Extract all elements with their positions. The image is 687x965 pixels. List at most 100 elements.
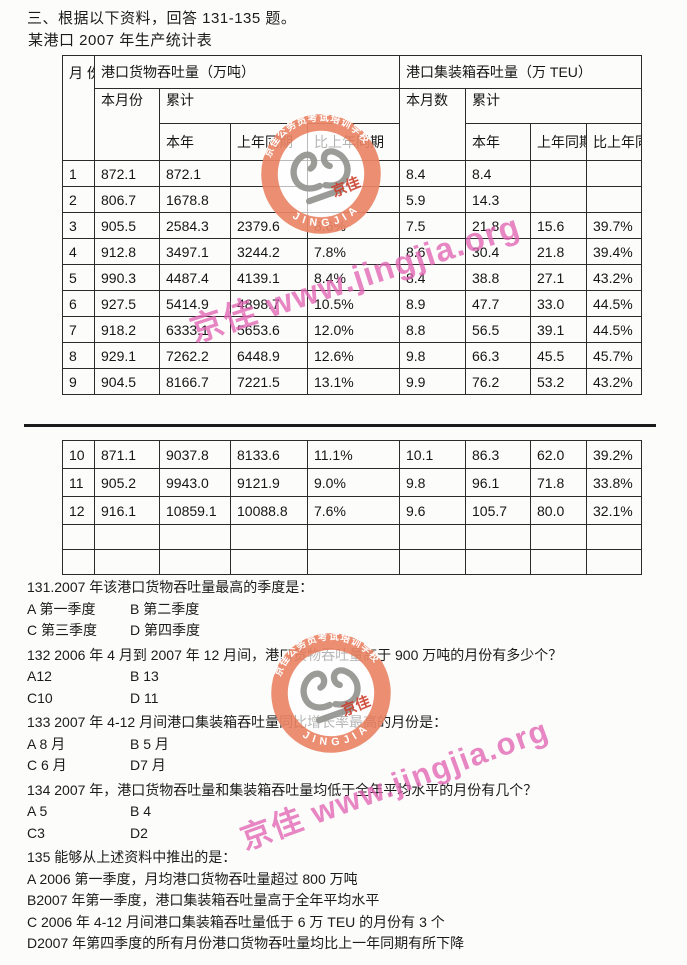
table-cell	[159, 549, 231, 575]
table-cell: 9121.9	[230, 468, 308, 497]
table-cell: 39.7%	[585, 212, 643, 239]
table-cell: 8.4	[399, 264, 466, 291]
table-cell: 32.1%	[586, 496, 642, 525]
table-cell: 14.3	[465, 186, 531, 213]
table-cell: 12.6%	[307, 342, 400, 369]
table-header-row: 月 份 港口货物吞吐量（万吨） 港口集装箱吞吐量（万 TEU）	[62, 55, 643, 161]
table-cell: 6448.9	[230, 342, 308, 369]
question-stem: 131.2007 年该港口货物吞吐量最高的季度是：	[27, 579, 314, 595]
table-cell	[399, 524, 466, 550]
option-label: C 2006 年 4-12 月间港口集装箱吞吐量低于 6 万 TEU 的月份有 …	[27, 913, 445, 930]
table-cell: 6	[62, 290, 95, 317]
table-cell: 4	[62, 238, 95, 265]
table-cell: 62.0	[530, 440, 587, 469]
table-cell: 10088.8	[230, 496, 308, 525]
table-cell: 912.8	[94, 238, 160, 265]
question-block: 131.2007 年该港口货物吞吐量最高的季度是： A 第一季度 B 第二季度 C 第…	[27, 577, 672, 642]
question-stem: 132 2006 年 4 月到 2007 年 12 月间，港口货物吞吐量高于 9…	[27, 646, 563, 663]
table-header-row: 本月份 累计 本月数 累计	[63, 88, 643, 161]
table-cell: 5	[62, 264, 95, 291]
section-heading: 三、根据以下资料，回答 131-135 题。	[27, 10, 297, 27]
separator-rule	[24, 424, 656, 427]
option-row: C 6 月 D7 月	[27, 755, 672, 777]
table-cell: 44.5%	[585, 290, 643, 317]
table-cell: 1678.8	[159, 186, 231, 213]
option-row: A 5 B 4	[27, 801, 672, 823]
table-title: 某港口 2007 年生产统计表	[28, 32, 213, 49]
table-cell: 990.3	[94, 264, 160, 291]
questions-section: 131.2007 年该港口货物吞吐量最高的季度是： A 第一季度 B 第二季度 C 第…	[27, 577, 672, 955]
question-block: 134 2007 年，港口货物吞吐量和集装箱吞吐量均低于全年平均水平的月份有几个…	[27, 780, 672, 845]
table-cell: 105.7	[465, 496, 531, 525]
table-cell: 3244.2	[230, 238, 308, 265]
header-cargo-cumulative: 累计	[159, 88, 400, 124]
table-cell: 10859.1	[159, 496, 231, 525]
table-cell: 30.4	[465, 238, 531, 265]
table-cell: 872.1	[94, 160, 160, 187]
question-block: 133 2007 年 4-12 月间港口集装箱吞吐量同比增长率最高的月份是： A …	[27, 712, 672, 777]
table-cell: 7.5	[399, 212, 466, 239]
table-cell: 8.4%	[307, 264, 400, 291]
header-this-year: 本年	[465, 123, 531, 161]
table-cell: 7	[62, 316, 95, 343]
table-cell: 33.8%	[586, 468, 642, 497]
table-cell: 2584.3	[159, 212, 231, 239]
table-cell	[465, 549, 531, 575]
table-cell	[307, 160, 400, 187]
table-cell: 9.8	[399, 468, 466, 497]
table-row: 7 918.2 6333.1 5653.6 12.0% 8.8 56.5 39.1 44.5%	[62, 316, 643, 343]
table-cell	[465, 524, 531, 550]
table-cell: 21.8	[465, 212, 531, 239]
table-cell: 39.1	[530, 316, 587, 343]
table-cell	[62, 549, 95, 575]
table-row: 6 927.5 5414.9 4898.7 10.5% 8.9 47.7 33.0 44.5%	[62, 290, 643, 317]
option-row: A 第一季度 B 第二季度	[27, 599, 672, 621]
table-cell: 5.9	[399, 186, 466, 213]
port-stats-table-part2: 10 871.1 9037.8 8133.6 11.1% 10.1 86.3 62.0 39.2…	[62, 440, 642, 575]
header-last-year-period: 上年同期	[530, 123, 587, 161]
table-row	[62, 524, 642, 550]
table-row: 5 990.3 4487.4 4139.1 8.4% 8.4 38.8 27.1 43.2%	[62, 264, 643, 291]
table-cell	[530, 524, 587, 550]
question-stem: 135 能够从上述资料中推出的是：	[27, 849, 237, 865]
option-label: C10	[27, 689, 53, 706]
table-row	[62, 549, 642, 575]
table-cell	[230, 186, 308, 213]
table-cell: 56.5	[465, 316, 531, 343]
table-cell: 8133.6	[230, 440, 308, 469]
table-cell: 39.4%	[585, 238, 643, 265]
table-cell	[62, 524, 95, 550]
table-cell: 8.6	[399, 238, 466, 265]
table-cell: 905.5	[94, 212, 160, 239]
table-cell	[586, 524, 642, 550]
table-cell: 9.9	[399, 368, 466, 395]
table-cell	[307, 524, 400, 550]
option-label: D 11	[130, 689, 159, 706]
table-cell: 4139.1	[230, 264, 308, 291]
option-label: B 5 月	[130, 735, 169, 752]
table-cell	[230, 160, 308, 187]
table-cell: 918.2	[94, 316, 160, 343]
table-cell: 9037.8	[159, 440, 231, 469]
option-label: B2007 年第一季度，港口集装箱吞吐量高于全年平均水平	[27, 892, 380, 908]
table-cell: 8.4	[465, 160, 531, 187]
option-label: A 2006 第一季度，月均港口货物吞吐量超过 800 万吨	[27, 870, 358, 887]
table-cell: 916.1	[94, 496, 160, 525]
option-row: C 2006 年 4-12 月间港口集装箱吞吐量低于 6 万 TEU 的月份有 …	[27, 912, 672, 934]
table-cell: 47.7	[465, 290, 531, 317]
header-this-year: 本年	[159, 123, 231, 161]
table-cell: 53.2	[530, 368, 587, 395]
table-cell: 2	[62, 186, 95, 213]
table-cell	[530, 160, 587, 187]
table-cell: 86.3	[465, 440, 531, 469]
table-cell: 13.1%	[307, 368, 400, 395]
table-cell: 80.0	[530, 496, 587, 525]
table-cell: 1	[62, 160, 95, 187]
table-cell: 871.1	[94, 440, 160, 469]
option-label: C 第三季度	[27, 622, 97, 638]
table-cell: 21.8	[530, 238, 587, 265]
table-cell: 71.8	[530, 468, 587, 497]
table-cell: 38.8	[465, 264, 531, 291]
table-cell: 45.5	[530, 342, 587, 369]
table-cell: 15.6	[530, 212, 587, 239]
